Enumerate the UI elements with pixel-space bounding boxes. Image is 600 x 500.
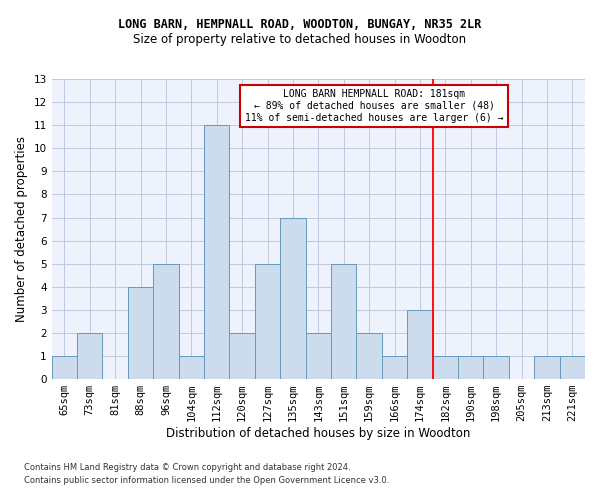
Bar xyxy=(534,356,560,379)
Bar xyxy=(305,333,331,379)
Y-axis label: Number of detached properties: Number of detached properties xyxy=(15,136,28,322)
Bar xyxy=(255,264,280,379)
Bar xyxy=(179,356,204,379)
Text: Contains public sector information licensed under the Open Government Licence v3: Contains public sector information licen… xyxy=(24,476,389,485)
Text: LONG BARN, HEMPNALL ROAD, WOODTON, BUNGAY, NR35 2LR: LONG BARN, HEMPNALL ROAD, WOODTON, BUNGA… xyxy=(118,18,482,30)
X-axis label: Distribution of detached houses by size in Woodton: Distribution of detached houses by size … xyxy=(166,427,470,440)
Bar xyxy=(204,125,229,379)
Text: Size of property relative to detached houses in Woodton: Size of property relative to detached ho… xyxy=(133,32,467,46)
Text: LONG BARN HEMPNALL ROAD: 181sqm
← 89% of detached houses are smaller (48)
11% of: LONG BARN HEMPNALL ROAD: 181sqm ← 89% of… xyxy=(245,90,503,122)
Bar xyxy=(77,333,103,379)
Bar xyxy=(433,356,458,379)
Text: Contains HM Land Registry data © Crown copyright and database right 2024.: Contains HM Land Registry data © Crown c… xyxy=(24,464,350,472)
Bar xyxy=(560,356,585,379)
Bar xyxy=(484,356,509,379)
Bar xyxy=(280,218,305,379)
Bar xyxy=(331,264,356,379)
Bar xyxy=(458,356,484,379)
Bar xyxy=(356,333,382,379)
Bar xyxy=(229,333,255,379)
Bar xyxy=(382,356,407,379)
Bar xyxy=(52,356,77,379)
Bar xyxy=(153,264,179,379)
Bar xyxy=(128,287,153,379)
Bar xyxy=(407,310,433,379)
